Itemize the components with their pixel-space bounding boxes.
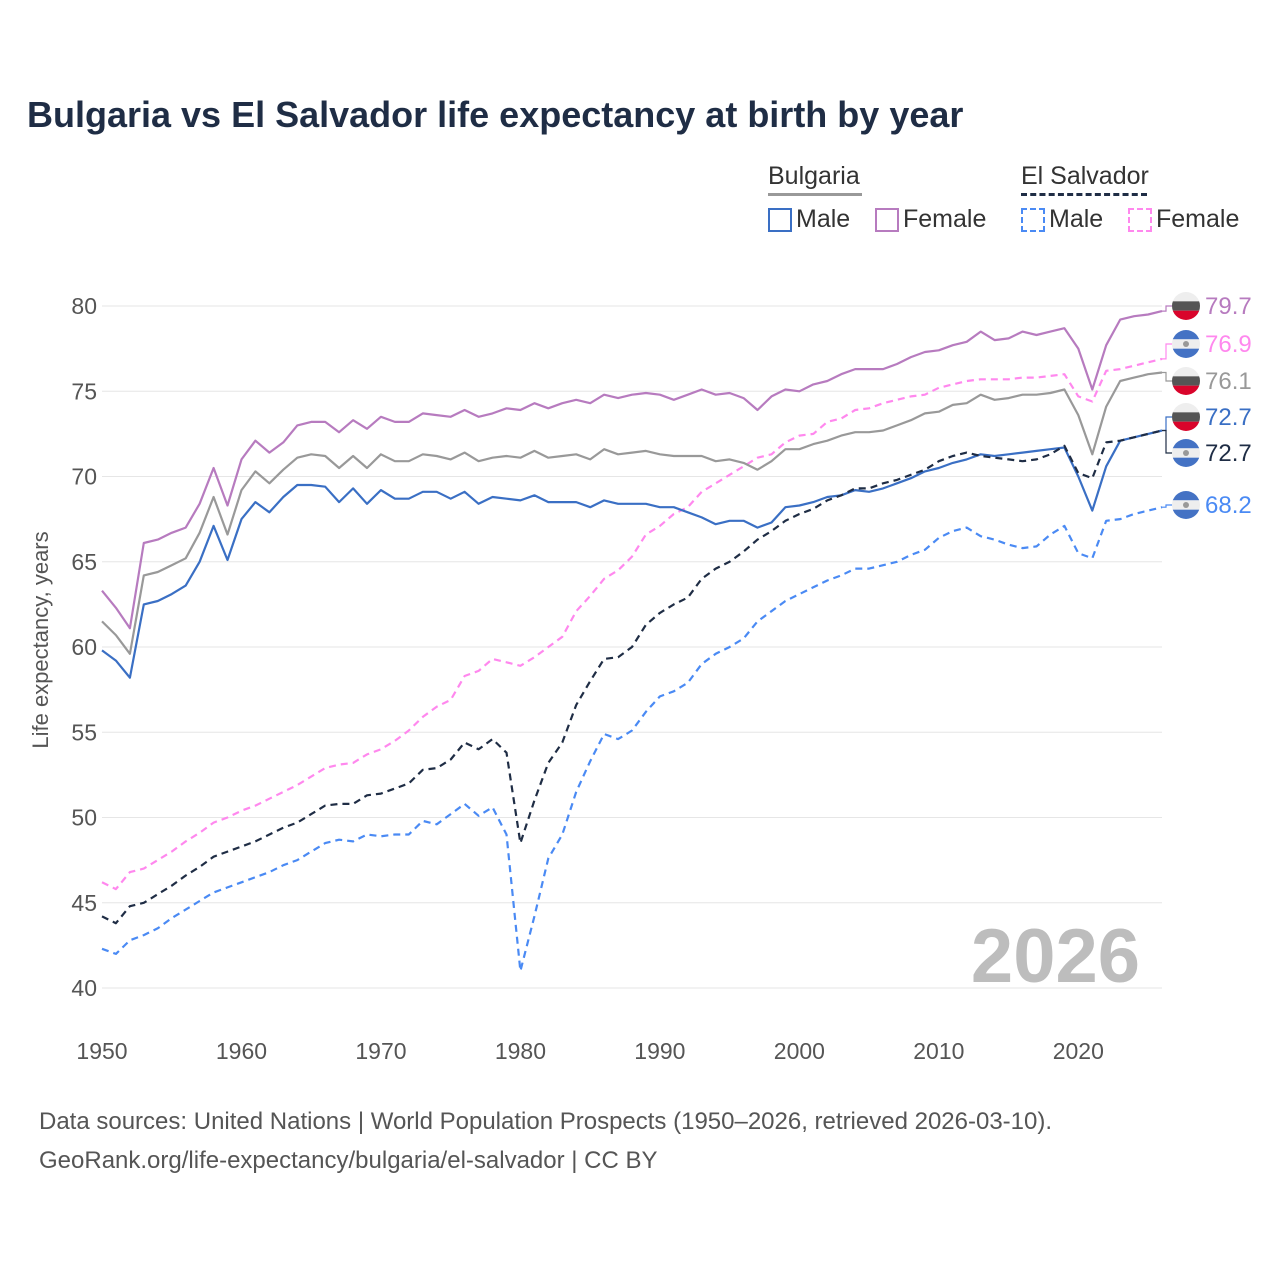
end-value-label: 68.2 <box>1205 492 1252 519</box>
bulgaria-flag-icon <box>1172 367 1200 395</box>
end-label-connector <box>1162 504 1172 508</box>
legend-group-line <box>1021 193 1147 196</box>
legend-group-label: Bulgaria <box>768 162 860 190</box>
legend-group-el-salvador: El Salvador <box>1021 162 1149 196</box>
x-tick-label: 1970 <box>355 1038 406 1064</box>
bulgaria-flag-icon <box>1172 292 1200 320</box>
y-axis-label: Life expectancy, years <box>28 531 53 748</box>
x-tick-label: 1980 <box>495 1038 546 1064</box>
end-value-label: 76.1 <box>1205 368 1252 395</box>
el-salvador-flag-icon <box>1172 330 1200 358</box>
y-tick-label: 50 <box>71 805 97 831</box>
y-tick-label: 55 <box>71 719 97 745</box>
legend-item-bulgaria-male[interactable]: Male <box>768 205 850 234</box>
legend-label: Female <box>903 205 987 233</box>
chart-title: Bulgaria vs El Salvador life expectancy … <box>27 94 964 135</box>
series-line-el-salvador-female <box>101 357 1163 891</box>
end-label-connector <box>1162 371 1172 382</box>
end-label-connector <box>1162 305 1172 312</box>
series-line-el-salvador-male <box>101 506 1163 973</box>
end-value-label: 76.9 <box>1205 331 1252 358</box>
end-value-label: 79.7 <box>1205 293 1252 320</box>
legend-swatch <box>1021 207 1045 232</box>
end-label-connector <box>1162 343 1172 360</box>
end-label-connector <box>1162 416 1172 432</box>
x-tick-label: 1990 <box>634 1038 685 1064</box>
y-tick-label: 75 <box>71 378 97 404</box>
y-tick-label: 70 <box>71 464 97 490</box>
series-line-el-salvador <box>101 429 1163 925</box>
legend-swatch <box>875 207 899 232</box>
legend-label: Male <box>1049 205 1104 233</box>
series-line-bulgaria-female <box>101 310 1163 630</box>
legend-label: Male <box>796 205 851 233</box>
legend-item-el-salvador-male[interactable]: Male <box>1021 205 1103 234</box>
legend-group-label: El Salvador <box>1021 162 1149 190</box>
el-salvador-flag-icon <box>1172 439 1200 467</box>
series-line-bulgaria <box>101 371 1163 655</box>
legend-label: Female <box>1156 205 1240 233</box>
bulgaria-flag-icon <box>1172 403 1200 431</box>
end-value-label: 72.7 <box>1205 404 1252 431</box>
year-watermark: 2026 <box>971 914 1140 999</box>
x-tick-label: 2010 <box>913 1038 964 1064</box>
y-tick-label: 45 <box>71 890 97 916</box>
y-tick-label: 80 <box>71 293 97 319</box>
legend-swatch <box>1128 207 1152 232</box>
legend-group-line <box>768 193 862 196</box>
series-line-bulgaria-male <box>101 429 1163 679</box>
y-tick-label: 60 <box>71 634 97 660</box>
legend-swatch <box>768 207 792 232</box>
x-tick-label: 2020 <box>1053 1038 1104 1064</box>
y-tick-label: 65 <box>71 549 97 575</box>
x-tick-label: 1960 <box>216 1038 267 1064</box>
end-label-connector <box>1162 429 1172 454</box>
legend-item-el-salvador-female[interactable]: Female <box>1128 205 1239 234</box>
end-value-label: 72.7 <box>1205 440 1252 467</box>
y-tick-label: 40 <box>71 975 97 1001</box>
el-salvador-flag-icon <box>1172 491 1200 519</box>
footer-sources: Data sources: United Nations | World Pop… <box>39 1108 1053 1135</box>
x-tick-label: 1950 <box>76 1038 127 1064</box>
footer-link[interactable]: GeoRank.org/life-expectancy/bulgaria/el-… <box>39 1147 658 1174</box>
legend-group-bulgaria: Bulgaria <box>768 162 862 196</box>
legend-item-bulgaria-female[interactable]: Female <box>875 205 986 234</box>
x-tick-label: 2000 <box>774 1038 825 1064</box>
